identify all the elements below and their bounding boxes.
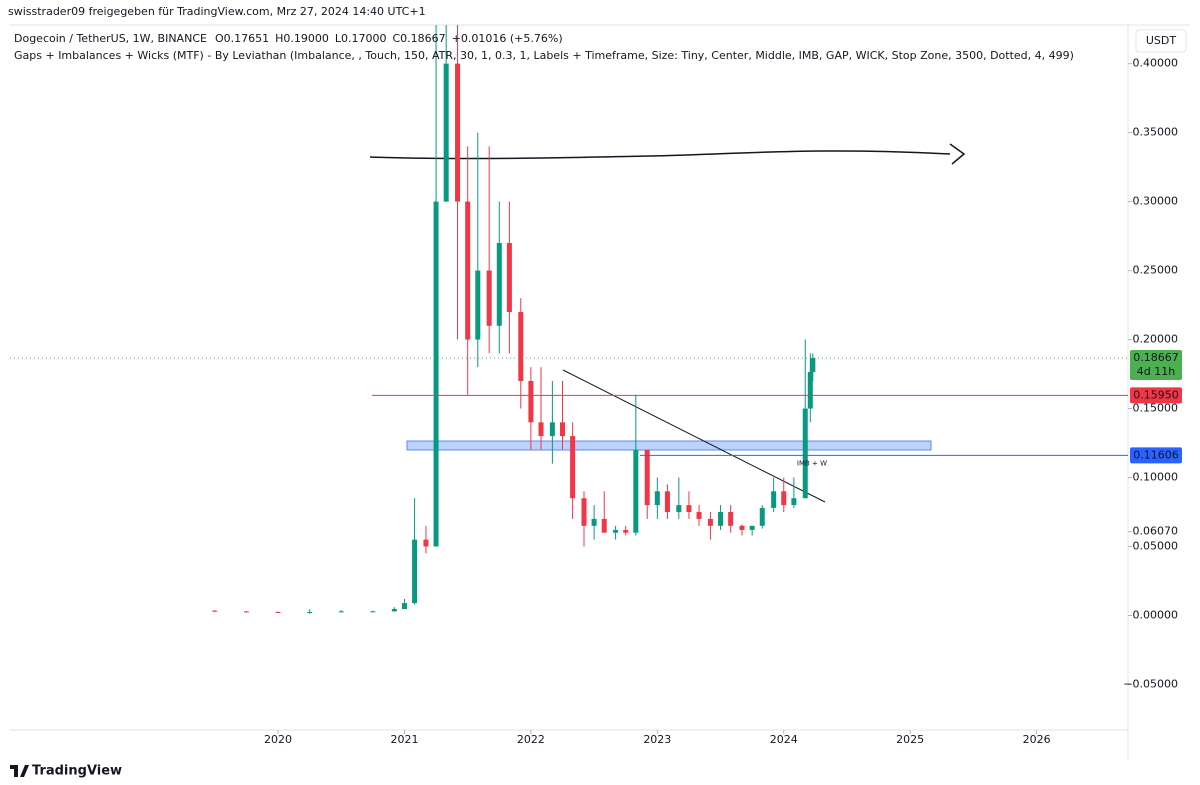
candle-body (613, 529, 619, 533)
candle-body (686, 505, 692, 513)
candle-body (423, 539, 429, 547)
candle-body (443, 63, 449, 202)
symbol: Dogecoin / TetherUS, 1W, BINANCE (14, 32, 207, 45)
ohlc-value: O0.17651 (215, 32, 269, 45)
ohlc-value: +0.01016 (+5.76%) (452, 32, 563, 45)
candle-body (601, 518, 607, 533)
candle-body (623, 529, 629, 533)
candle-body (212, 610, 218, 612)
candle-body (401, 603, 407, 610)
price-level-label: 0.06070 (1133, 525, 1179, 538)
candle-body (538, 422, 544, 437)
candle-body (307, 612, 313, 614)
candle-body (581, 498, 587, 526)
indicator: Gaps + Imbalances + Wicks (MTF) - By Lev… (14, 49, 1074, 62)
x-tick-label: 2024 (770, 733, 798, 746)
candle-body (455, 63, 461, 202)
candle-body (275, 612, 281, 614)
candle-body (739, 525, 745, 530)
candle-body (807, 371, 813, 409)
x-tick-label: 2025 (896, 733, 924, 746)
candle-body (465, 201, 471, 340)
logo-icon (10, 765, 29, 777)
candle-body (506, 242, 512, 312)
y-tick-label: 0.05000 (1133, 540, 1179, 553)
candle-body (749, 525, 755, 530)
candle-body (633, 449, 639, 533)
plot-area (212, 25, 966, 614)
candle-body (391, 609, 397, 612)
arrow-head (949, 143, 966, 165)
ohlc-value: H0.19000 (275, 32, 329, 45)
price-badge (1130, 447, 1182, 464)
currency[interactable]: USDT (1146, 34, 1177, 47)
candle-body (664, 491, 670, 513)
candle-body (433, 201, 439, 547)
x-tick-label: 2021 (390, 733, 418, 746)
candle-body (781, 491, 787, 506)
y-tick-label: 0.40000 (1133, 57, 1179, 70)
candle-body (791, 498, 797, 506)
candle-body (560, 422, 565, 437)
candle-body (475, 270, 481, 340)
candle-body (676, 505, 682, 513)
y-tick-label: 0.25000 (1133, 264, 1179, 277)
candle-body (486, 270, 492, 326)
y-tick-label: 0.30000 (1133, 195, 1179, 208)
candle-body (728, 512, 734, 526)
y-tick-label: 0.20000 (1133, 333, 1179, 346)
candle-body (759, 507, 765, 526)
currency-button[interactable] (1135, 29, 1187, 53)
price-badge-label: 0.11606 (1133, 448, 1179, 461)
y-tick-label: 0.35000 (1133, 126, 1179, 139)
x-tick-label: 2022 (517, 733, 545, 746)
candle-body (802, 408, 808, 499)
candle-body (570, 436, 576, 499)
candle-body (644, 449, 650, 506)
annotation: IMB + W (797, 460, 827, 468)
logo: TradingView (32, 764, 122, 779)
shared-by: swisstrader09 freigegeben für TradingVie… (8, 5, 426, 18)
candle-body (654, 491, 660, 506)
candle-body (412, 539, 418, 604)
y-tick-label: 0.00000 (1133, 608, 1179, 621)
candle-body (810, 357, 816, 372)
y-tick-label: −0.05000 (1123, 677, 1178, 690)
candle-body (370, 611, 376, 613)
candle-body (496, 242, 502, 326)
x-tick-label: 2020 (264, 733, 292, 746)
candle-body (707, 518, 713, 526)
zone (406, 440, 932, 451)
y-tick-label: 0.15000 (1133, 402, 1179, 415)
candle-body (549, 422, 555, 437)
countdown: 4d 11h (1137, 365, 1175, 378)
x-tick-label: 2023 (643, 733, 671, 746)
candle-body (591, 518, 597, 526)
candle-body (243, 611, 249, 613)
ohlc-value: L0.17000 (335, 32, 387, 45)
price-badge-label: 0.18667 (1133, 351, 1179, 364)
price-badge (1130, 387, 1182, 404)
y-tick-label: 0.10000 (1133, 471, 1179, 484)
price-badge-label: 0.15950 (1133, 388, 1179, 401)
candle-body (338, 611, 344, 613)
candle-body (771, 491, 777, 508)
ohlc-value: C0.18667 (393, 32, 446, 45)
x-tick-label: 2026 (1023, 733, 1051, 746)
candle-body (528, 380, 534, 423)
candle-body (718, 512, 724, 526)
price-badge (1130, 349, 1182, 380)
candle-body (696, 512, 702, 519)
trend-line (562, 369, 826, 503)
candle-body (518, 311, 524, 381)
